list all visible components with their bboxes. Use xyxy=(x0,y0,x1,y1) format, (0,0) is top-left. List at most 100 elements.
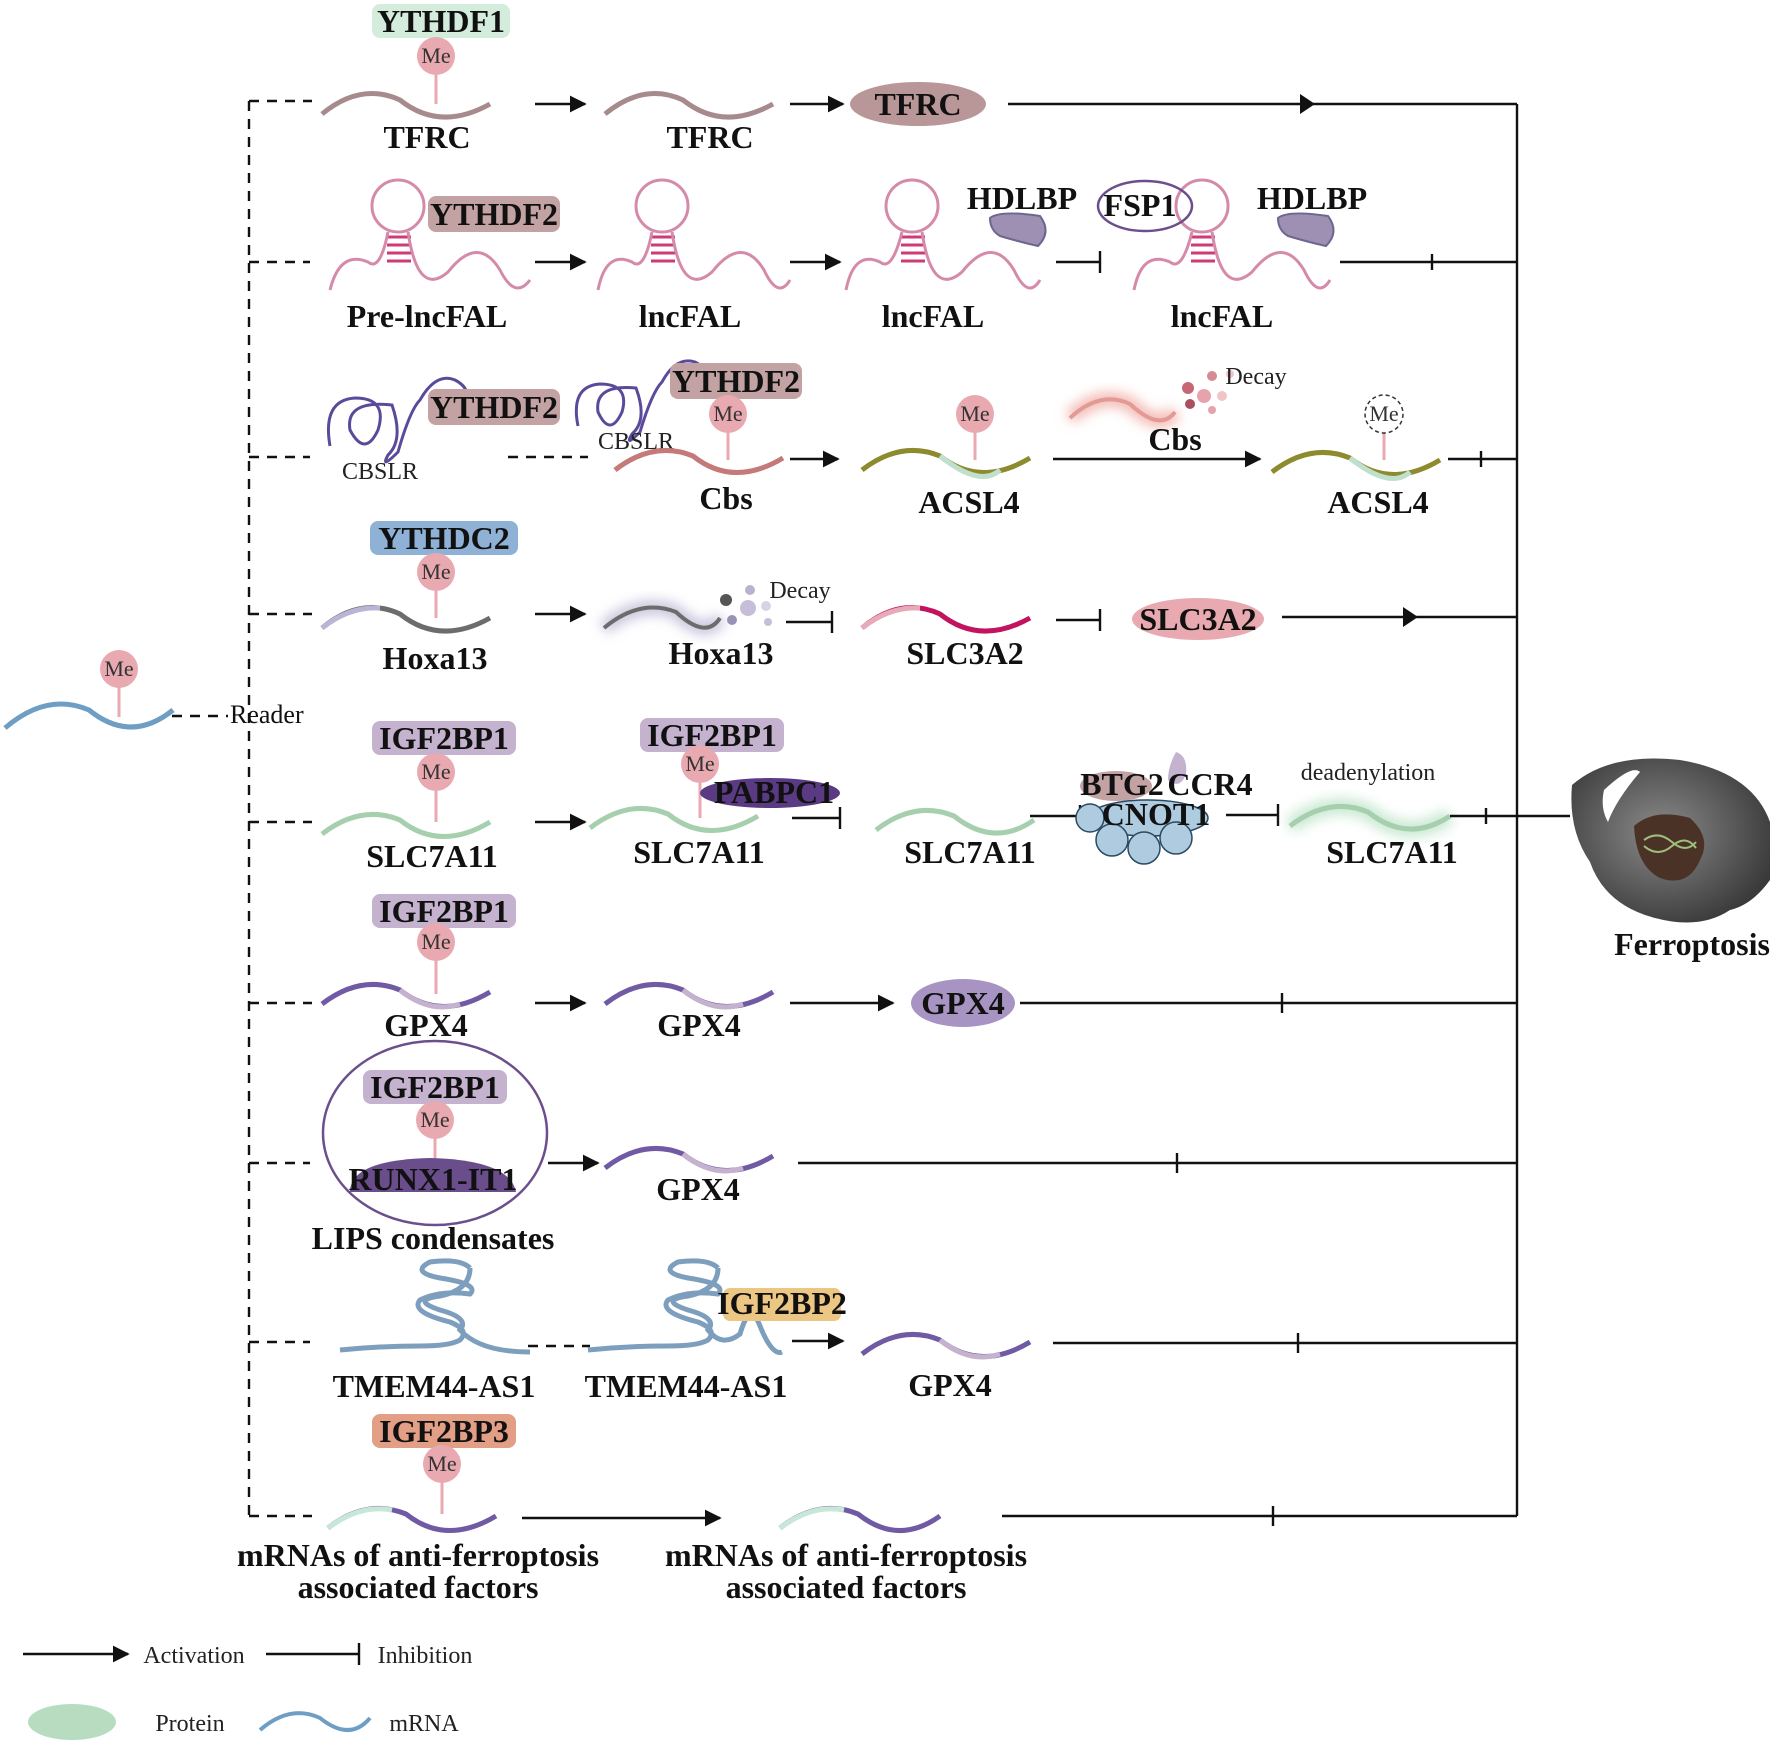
me-label: Me xyxy=(421,559,450,584)
legend-protein-swatch xyxy=(28,1704,116,1740)
deadenylation-label: deadenylation xyxy=(1301,760,1436,786)
igf2bp1-badge xyxy=(363,1070,507,1104)
lncfal-bound-label: lncFAL xyxy=(882,298,985,334)
slc3a2-protein-label: SLC3A2 xyxy=(1139,601,1256,637)
igf2bp3-badge xyxy=(372,1414,516,1448)
me-label: Me xyxy=(421,43,450,68)
reader-label: Reader xyxy=(230,700,304,729)
acsl4-demethylated-label: ACSL4 xyxy=(1327,484,1428,520)
row-tmem44: TMEM44-AS1 IGF2BP2 TMEM44-AS1 GPX4 xyxy=(249,1258,1517,1404)
me-circle xyxy=(100,650,138,688)
gpx4-mrna2-label: GPX4 xyxy=(657,1007,741,1043)
cbs-mrna-label: Cbs xyxy=(699,480,752,516)
mrna-wave-icon xyxy=(320,812,492,839)
pabpc1-label: PABPC1 xyxy=(714,774,834,810)
runx1-it1-label: RUNX1-IT1 xyxy=(349,1161,518,1197)
cnot1-label: CNOT1 xyxy=(1102,796,1210,832)
gpx4-protein-label: GPX4 xyxy=(921,985,1005,1021)
lncfal-fsp1-label: lncFAL xyxy=(1171,298,1274,334)
row-slc7a11: IGF2BP1 Me SLC7A11 IGF2BP1 Me PABPC1 SLC… xyxy=(249,717,1570,874)
tfrc-mrna-label: TFRC xyxy=(383,119,470,155)
tfrc-mrna2-label: TFRC xyxy=(666,119,753,155)
igf2bp1-lips-label: IGF2BP1 xyxy=(370,1069,500,1105)
igf2bp3-label: IGF2BP3 xyxy=(379,1413,509,1449)
me-circle xyxy=(417,553,455,591)
slc3a2-mrna-label: SLC3A2 xyxy=(906,635,1023,671)
ccr4-label: CCR4 xyxy=(1167,766,1252,802)
mrna-wave-icon xyxy=(874,808,1036,836)
slc3a2-protein xyxy=(1132,598,1264,640)
row-lips: IGF2BP1 Me RUNX1-IT1 LIPS condensates GP… xyxy=(249,1039,1517,1256)
hoxa13-decayed-label: Hoxa13 xyxy=(669,635,774,671)
row-gpx4: IGF2BP1 Me GPX4 GPX4 GPX4 xyxy=(249,893,1517,1043)
me-circle xyxy=(416,1101,454,1139)
ythdf2-badge xyxy=(670,363,802,399)
me-circle xyxy=(423,1445,461,1483)
hdlbp-protein xyxy=(1276,212,1335,248)
legend-mrna-label: mRNA xyxy=(389,1711,459,1737)
igf2bp1-label: IGF2BP1 xyxy=(379,720,509,756)
row-tfrc: YTHDF1 Me TFRC TFRC TFRC xyxy=(249,3,1517,155)
mrna-wave-icon xyxy=(613,448,785,475)
pabpc1-protein xyxy=(700,778,840,808)
dna-icon xyxy=(1643,834,1697,853)
me-label: Me xyxy=(713,401,742,426)
ythdf2-badge xyxy=(428,389,560,425)
hoxa13-decay-label: Decay xyxy=(769,578,830,604)
anti-ferroptosis-mrna-label-1: mRNAs of anti-ferroptosis xyxy=(237,1537,599,1573)
slc7a11-mrna3-label: SLC7A11 xyxy=(904,834,1036,870)
legend-protein-label: Protein xyxy=(155,1711,224,1737)
source-me-label: Me xyxy=(104,656,133,681)
pre-lncfal-label: Pre-lncFAL xyxy=(347,298,508,334)
mrna-wave-icon xyxy=(1288,804,1452,832)
ythdf1-label: YTHDF1 xyxy=(377,3,505,39)
me-label: Me xyxy=(960,401,989,426)
igf2bp1-gpx4-label: IGF2BP1 xyxy=(379,893,509,929)
slc7a11-bound-label: SLC7A11 xyxy=(633,834,765,870)
lncrna-hairpin-icon xyxy=(1132,178,1332,291)
gpx4-mrna-label: GPX4 xyxy=(384,1007,468,1043)
lips-condensates-label: LIPS condensates xyxy=(312,1220,555,1256)
gpx4-tmem-label: GPX4 xyxy=(908,1367,992,1403)
mrna-wave-icon xyxy=(320,91,492,120)
tfrc-protein-label: TFRC xyxy=(874,86,961,122)
mrna-wave-icon xyxy=(3,701,175,730)
me-circle xyxy=(956,395,994,433)
tmem44-as1-label: TMEM44-AS1 xyxy=(333,1368,536,1404)
me-label: Me xyxy=(421,759,450,784)
tmem44-as1-lncrna-icon xyxy=(587,1258,783,1355)
decay-dots-icon xyxy=(599,585,772,635)
me-circle xyxy=(417,37,455,75)
btg2-label: BTG2 xyxy=(1080,766,1164,802)
lncrna-hairpin-icon xyxy=(328,178,532,291)
cbs-decayed-label: Cbs xyxy=(1148,421,1201,457)
decay-dots-icon xyxy=(1065,370,1234,428)
me-label: Me xyxy=(421,929,450,954)
anti-ferroptosis-mrna2-label-1: mRNAs of anti-ferroptosis xyxy=(665,1537,1027,1573)
me-circle xyxy=(681,745,719,783)
slc7a11-mrna-label: SLC7A11 xyxy=(366,838,498,874)
me-circle xyxy=(417,923,455,961)
fsp1-label: FSP1 xyxy=(1104,187,1177,223)
tmem44-as1-bound-label: TMEM44-AS1 xyxy=(585,1368,788,1404)
ythdf1-badge xyxy=(372,4,510,38)
slc7a11-deadenylated-label: SLC7A11 xyxy=(1326,834,1458,870)
anti-ferroptosis-mrna2-label-2: associated factors xyxy=(726,1569,967,1605)
legend-inhibition-label: Inhibition xyxy=(378,1643,473,1669)
me-label: Me xyxy=(427,1451,456,1476)
hdlbp2-label: HDLBP xyxy=(1257,180,1367,216)
row-hoxa13: YTHDC2 Me Hoxa13 Decay Hoxa13 SLC3A2 SLC… xyxy=(249,520,1517,676)
ythdf2-label: YTHDF2 xyxy=(430,196,558,232)
ferroptosis-label: Ferroptosis xyxy=(1614,926,1770,962)
ythdc2-badge xyxy=(370,521,518,555)
lncrna-hairpin-icon xyxy=(596,178,792,291)
me-label: Me xyxy=(1369,401,1398,426)
cbslr-lncrna-icon xyxy=(326,376,468,464)
ythdf2-cbs-label: YTHDF2 xyxy=(672,363,800,399)
ythdf2-badge xyxy=(428,196,560,232)
tfrc-protein xyxy=(850,82,986,126)
runx1-it1-lncrna xyxy=(350,1158,516,1192)
row-lncfal: YTHDF2 Pre-lncFAL lncFAL HDLBP lncFAL xyxy=(249,178,1517,334)
gpx4-protein xyxy=(911,979,1015,1027)
